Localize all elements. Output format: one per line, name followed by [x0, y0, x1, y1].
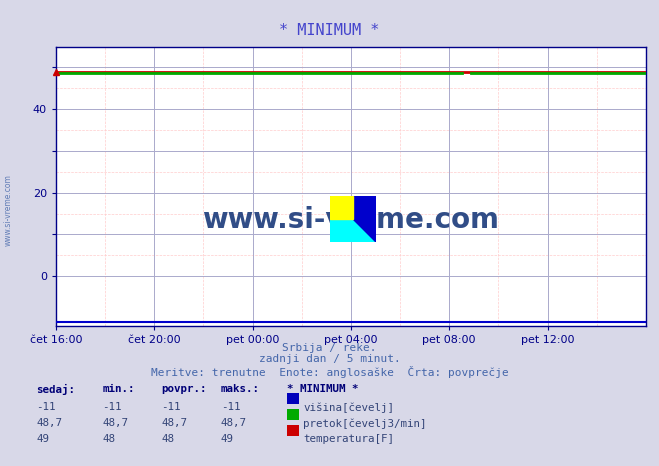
Text: 48,7: 48,7	[36, 418, 62, 428]
Text: Meritve: trenutne  Enote: anglosaške  Črta: povprečje: Meritve: trenutne Enote: anglosaške Črta…	[151, 366, 508, 378]
Text: -11: -11	[161, 402, 181, 412]
Text: zadnji dan / 5 minut.: zadnji dan / 5 minut.	[258, 354, 401, 364]
Text: 49: 49	[36, 434, 49, 444]
Text: * MINIMUM *: * MINIMUM *	[287, 384, 358, 394]
Text: 48: 48	[161, 434, 175, 444]
Text: www.si-vreme.com: www.si-vreme.com	[4, 174, 13, 246]
Text: -11: -11	[221, 402, 241, 412]
Polygon shape	[330, 196, 376, 242]
Text: * MINIMUM *: * MINIMUM *	[279, 23, 380, 38]
Polygon shape	[330, 196, 376, 242]
Text: Srbija / reke.: Srbija / reke.	[282, 343, 377, 352]
Text: 48,7: 48,7	[221, 418, 246, 428]
Text: www.si-vreme.com: www.si-vreme.com	[202, 206, 500, 234]
Text: maks.:: maks.:	[221, 384, 260, 394]
Bar	[330, 196, 353, 219]
Text: -11: -11	[36, 402, 56, 412]
Text: -11: -11	[102, 402, 122, 412]
Text: temperatura[F]: temperatura[F]	[303, 434, 394, 444]
Text: 48,7: 48,7	[102, 418, 128, 428]
Text: sedaj:: sedaj:	[36, 384, 75, 396]
Text: min.:: min.:	[102, 384, 134, 394]
Text: višina[čevelj]: višina[čevelj]	[303, 402, 394, 413]
Text: 49: 49	[221, 434, 234, 444]
Text: povpr.:: povpr.:	[161, 384, 207, 394]
Text: 48: 48	[102, 434, 115, 444]
Text: 48,7: 48,7	[161, 418, 187, 428]
Text: pretok[čevelj3/min]: pretok[čevelj3/min]	[303, 418, 426, 429]
